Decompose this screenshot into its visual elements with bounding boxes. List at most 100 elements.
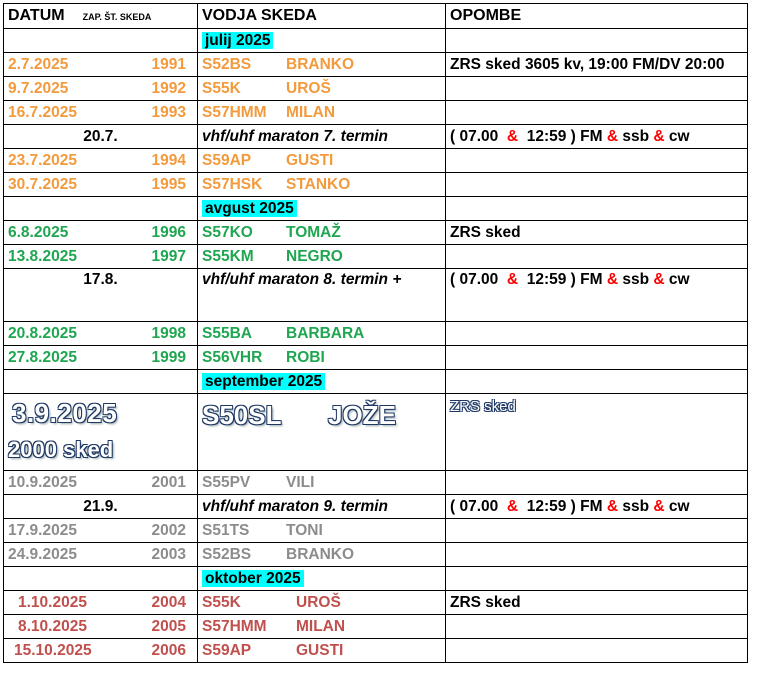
leader-name: UROŠ [296,593,341,611]
leader-name: MILAN [286,103,336,121]
special-sked: 2000 sked [8,437,114,462]
leader-name: MILAN [296,617,346,635]
date: 17.9.2025 [8,521,77,539]
month-label: september 2025 [202,372,326,390]
table-row: 6.8.2025 1996 S57KO TOMAŽ ZRS sked [3,220,748,245]
month-row: oktober 2025 [3,566,748,591]
marathon-date: 21.9. [3,494,198,519]
leader-name: TONI [286,521,323,539]
callsign: S55K [202,593,241,611]
sked-number: 1993 [151,103,186,121]
month-row: julij 2025 [3,28,748,53]
marathon-row: 21.9. vhf/uhf maraton 9. termin ( 07.00 … [3,494,748,519]
date: 16.7.2025 [8,103,77,121]
callsign: S57HMM [202,617,267,635]
month-row: avgust 2025 [3,196,748,221]
leader-name: BARBARA [286,324,365,342]
note: ZRS sked 3605 kv, 19:00 FM/DV 20:00 [445,52,748,77]
callsign: S57HSK [202,175,263,193]
month-label: oktober 2025 [202,569,304,587]
special-note: ZRS sked [450,398,516,415]
leader-name: ROBI [286,348,325,366]
marathon-date: 20.7. [3,124,198,149]
table-row: 24.9.2025 2003 S52BS BRANKO [3,542,748,567]
date: 1.10.2025 [18,593,87,611]
sked-number: 1994 [151,151,186,169]
sked-number: 2004 [151,593,186,611]
date: 10.9.2025 [8,473,77,491]
schedule-table: DATUM ZAP. ŠT. SKEDA VODJA SKEDA OPOMBE j… [3,3,748,663]
callsign: S55BA [202,324,252,342]
table-row: 30.7.2025 1995 S57HSK STANKO [3,172,748,197]
header-opombe: OPOMBE [445,3,748,29]
leader-name: GUSTI [296,641,344,659]
leader-name: TOMAŽ [286,223,341,241]
callsign: S57KO [202,223,253,241]
table-row: 27.8.2025 1999 S56VHR ROBI [3,345,748,370]
marathon-title: vhf/uhf maraton 9. termin [197,494,446,519]
sked-number: 2006 [151,641,186,659]
sked-number: 2002 [151,521,186,539]
table-row: 20.8.2025 1998 S55BA BARBARA [3,321,748,346]
special-name: JOŽE [328,400,396,430]
sked-number: 1992 [151,79,186,97]
header-datum-cell: DATUM ZAP. ŠT. SKEDA [3,3,198,29]
callsign: S55KM [202,247,254,265]
date: 20.8.2025 [8,324,77,342]
leader-name: VILI [286,473,315,491]
sked-number: 1996 [151,223,186,241]
header-row: DATUM ZAP. ŠT. SKEDA VODJA SKEDA OPOMBE [3,3,748,29]
table-row: 17.9.2025 2002 S51TS TONI [3,518,748,543]
marathon-note: ( 07.00 & 12:59 ) FM & ssb & cw [445,494,748,519]
marathon-date: 17.8. [3,268,198,322]
callsign: S56VHR [202,348,263,366]
marathon-row: 20.7. vhf/uhf maraton 7. termin ( 07.00 … [3,124,748,149]
table-row: 9.7.2025 1992 S55K UROŠ [3,76,748,101]
sked-number: 1991 [151,55,186,73]
marathon-note: ( 07.00 & 12:59 ) FM & ssb & cw [445,124,748,149]
month-label: avgust 2025 [202,199,297,217]
date: 30.7.2025 [8,175,77,193]
note: ZRS sked [445,590,748,615]
callsign: S59AP [202,151,252,169]
date: 6.8.2025 [8,223,69,241]
table-row: 13.8.2025 1997 S55KM NEGRO [3,244,748,269]
callsign: S59AP [202,641,252,659]
header-vodja: VODJA SKEDA [197,3,446,29]
callsign: S55PV [202,473,251,491]
leader-name: GUSTI [286,151,334,169]
date: 8.10.2025 [18,617,87,635]
sked-number: 2003 [151,545,186,563]
sked-number: 1997 [151,247,186,265]
marathon-title: vhf/uhf maraton 8. termin + [197,268,446,322]
marathon-title: vhf/uhf maraton 7. termin [197,124,446,149]
leader-name: UROŠ [286,79,331,97]
header-datum: DATUM [8,7,65,24]
special-date: 3.9.2025 [12,398,118,428]
leader-name: NEGRO [286,247,343,265]
callsign: S51TS [202,521,250,539]
leader-name: BRANKO [286,545,355,563]
date: 9.7.2025 [8,79,69,97]
sked-number: 1999 [151,348,186,366]
sked-number: 1998 [151,324,186,342]
special-callsign: S50SL [202,400,282,430]
table-row: 15.10.2025 2006 S59AP GUSTI [3,638,748,663]
table-row: 8.10.2025 2005 S57HMM MILAN [3,614,748,639]
sked-number: 1995 [151,175,186,193]
table-row: 16.7.2025 1993 S57HMM MILAN [3,100,748,125]
date: 23.7.2025 [8,151,77,169]
table-row: 23.7.2025 1994 S59AP GUSTI [3,148,748,173]
sked-number: 2005 [151,617,186,635]
date: 24.9.2025 [8,545,77,563]
marathon-row: 17.8. vhf/uhf maraton 8. termin + ( 07.0… [3,268,748,322]
date: 2.7.2025 [8,55,69,73]
date: 15.10.2025 [14,641,92,659]
date: 27.8.2025 [8,348,77,366]
date: 13.8.2025 [8,247,77,265]
table-row: 2.7.2025 1991 S52BS BRANKO ZRS sked 3605 k… [3,52,748,77]
table-row: 1.10.2025 2004 S55K UROŠ ZRS sked [3,590,748,615]
special-row: 3.9.2025 2000 sked S50SL JOŽE ZRS sked [3,393,748,471]
leader-name: BRANKO [286,55,355,73]
callsign: S57HMM [202,103,267,121]
